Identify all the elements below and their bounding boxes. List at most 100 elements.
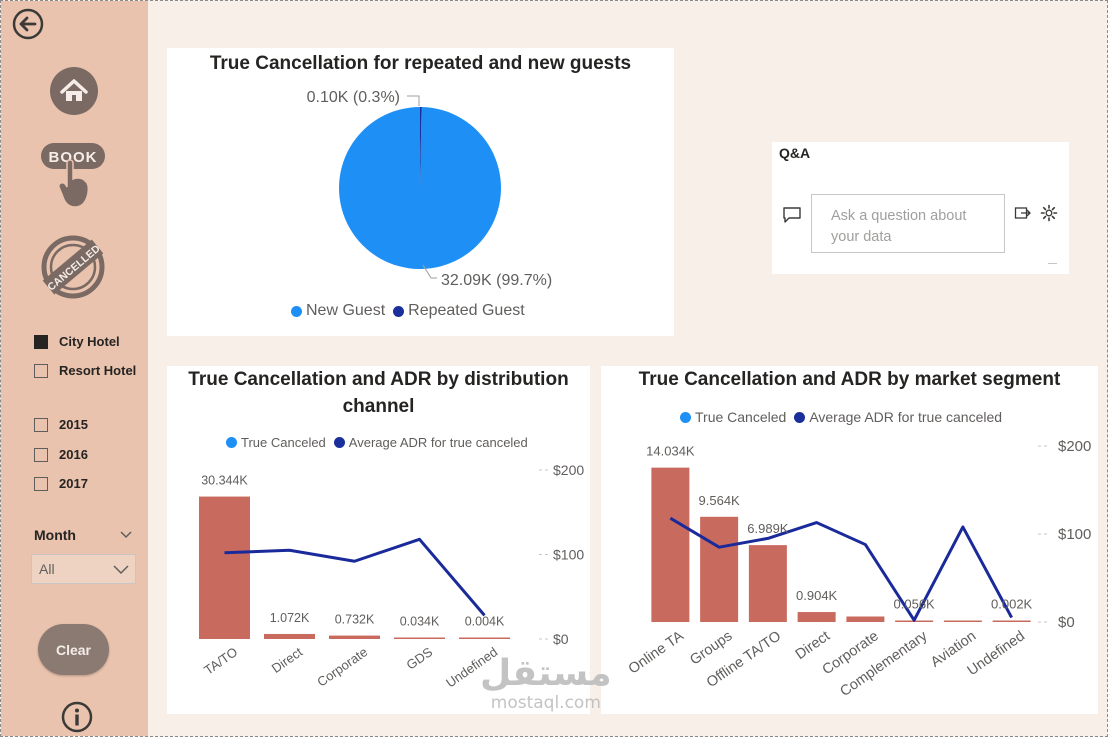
bar-true-canceled[interactable] <box>797 612 836 622</box>
pie-label-repeated: 0.10K (0.3%) <box>307 89 400 106</box>
qa-visual[interactable]: Q&A Ask a question about your data <box>772 142 1069 274</box>
bar-true-canceled[interactable] <box>700 516 739 622</box>
bar-data-label: 0.732K <box>335 613 375 627</box>
bar-data-label: 30.344K <box>201 474 248 488</box>
bar-true-canceled[interactable] <box>748 545 787 622</box>
bar-true-canceled[interactable] <box>394 637 445 640</box>
cancelled-stamp-icon[interactable]: CANCELLED <box>39 233 107 301</box>
x-category-label: GDS <box>404 644 436 673</box>
y2-tick-label: $100 <box>1058 526 1091 543</box>
y2-tick-label: $200 <box>553 462 584 478</box>
book-icon[interactable]: BOOK <box>39 141 107 211</box>
checkbox-2017[interactable] <box>34 476 48 491</box>
year-option-label: 2016 <box>59 447 88 462</box>
dist-chart-title-line1: True Cancellation and ADR by distributio… <box>188 369 569 390</box>
market-chart-legend: True Canceled Average ADR for true cance… <box>680 409 1010 425</box>
legend-label: New Guest <box>306 302 386 319</box>
legend-item[interactable]: Average ADR for true canceled <box>333 435 528 450</box>
qa-title: Q&A <box>779 145 811 161</box>
legend-dot <box>393 305 405 317</box>
bar-true-canceled[interactable] <box>943 620 982 623</box>
year-option-label: 2017 <box>59 476 88 491</box>
bar-data-label: 14.034K <box>646 444 695 459</box>
distribution-channel-chart[interactable]: True Cancellation and ADR by distributio… <box>167 366 590 714</box>
legend-dot <box>794 411 806 423</box>
y2-tick-label: $100 <box>553 547 584 563</box>
checkbox-resort-hotel[interactable] <box>34 363 48 378</box>
bar-true-canceled[interactable] <box>329 635 380 639</box>
month-dropdown[interactable]: All <box>31 554 136 584</box>
pie-slice-repeated-guest[interactable] <box>420 107 422 188</box>
y2-tick-label: $200 <box>1058 438 1091 455</box>
legend-dot <box>291 305 302 317</box>
pie-chart-svg: 0.10K (0.3%) 32.09K (99.7%) <box>307 89 553 289</box>
bar-true-canceled[interactable] <box>651 467 690 622</box>
legend-label: True Canceled <box>695 409 787 425</box>
legend-dot <box>226 437 237 448</box>
adr-line-series[interactable] <box>224 537 486 617</box>
home-icon[interactable] <box>48 65 100 117</box>
resize-handle[interactable] <box>1048 263 1057 264</box>
year-option-label: 2015 <box>59 417 88 432</box>
pie-legend: New Guest Repeated Guest <box>291 302 533 320</box>
clear-filters-button[interactable]: Clear <box>38 624 109 675</box>
pie-leader-line <box>422 264 437 279</box>
hotel-option-resort[interactable]: Resort Hotel <box>34 363 136 378</box>
dist-chart-legend: True Canceled Average ADR for true cance… <box>226 435 536 450</box>
pie-chart-title: True Cancellation for repeated and new g… <box>209 53 632 74</box>
legend-dot <box>680 411 691 423</box>
legend-label: Average ADR for true canceled <box>809 409 1003 425</box>
book-icon-label: BOOK <box>49 149 98 166</box>
legend-item[interactable]: True Canceled <box>226 435 326 450</box>
legend-item[interactable]: Average ADR for true canceled <box>794 409 1002 425</box>
legend-item[interactable]: New Guest <box>291 302 385 320</box>
chevron-down-icon[interactable] <box>119 528 133 542</box>
x-category-label: Corporate <box>314 644 370 689</box>
year-option-2016[interactable]: 2016 <box>34 447 88 462</box>
chat-bubble-icon <box>783 207 801 223</box>
legend-dot <box>333 437 345 448</box>
pie-chart-visual[interactable]: True Cancellation for repeated and new g… <box>167 48 674 336</box>
adr-line-series[interactable] <box>669 516 1013 622</box>
bar-true-canceled[interactable] <box>199 496 250 639</box>
checkbox-2015[interactable] <box>34 417 48 432</box>
bar-data-label: 0.056K <box>894 597 936 612</box>
bar-true-canceled[interactable] <box>846 616 885 623</box>
legend-item[interactable]: Repeated Guest <box>393 302 525 320</box>
pie-leader-line <box>407 95 420 106</box>
bar-data-label: 0.904K <box>796 588 838 603</box>
legend-label: True Canceled <box>241 435 326 450</box>
bar-true-canceled[interactable] <box>992 620 1031 623</box>
bar-data-label: 0.034K <box>400 615 440 629</box>
bar-true-canceled[interactable] <box>264 633 315 639</box>
market-chart-title: True Cancellation and ADR by market segm… <box>638 369 1061 390</box>
y2-tick-label: $0 <box>1058 614 1075 631</box>
market-segment-chart[interactable]: True Cancellation and ADR by market segm… <box>601 366 1098 714</box>
hotel-option-label: Resort Hotel <box>59 363 137 378</box>
sidebar: BOOK CANCELLED City Hotel Resort Hotel 2… <box>1 1 148 736</box>
x-category-label: TA/TO <box>201 644 240 678</box>
pie-label-new: 32.09K (99.7%) <box>441 272 552 289</box>
dist-chart-plot: $200 $100 $0 30.344K TA/TO 1.072K Direct 0.732… <box>199 462 584 690</box>
year-option-2015[interactable]: 2015 <box>34 417 88 432</box>
bar-true-canceled[interactable] <box>459 637 510 640</box>
x-category-label: Direct <box>269 644 306 676</box>
y2-tick-label: $0 <box>553 631 569 647</box>
qa-question-input[interactable]: Ask a question about your data <box>811 194 1005 253</box>
hotel-option-city[interactable]: City Hotel <box>34 334 120 349</box>
back-arrow-icon[interactable] <box>11 7 45 41</box>
x-category-label: Direct <box>793 628 833 663</box>
watermark-logo: مستقل mostaql.com <box>480 655 612 714</box>
info-icon[interactable] <box>59 699 95 735</box>
legend-label: Repeated Guest <box>408 302 525 319</box>
gear-icon[interactable] <box>1040 204 1058 222</box>
year-option-2017[interactable]: 2017 <box>34 476 88 491</box>
legend-item[interactable]: True Canceled <box>680 409 786 425</box>
x-category-label: Complementary <box>837 628 931 700</box>
checkbox-2016[interactable] <box>34 447 48 462</box>
checkbox-city-hotel[interactable] <box>34 334 48 349</box>
month-dropdown-value: All <box>39 561 55 577</box>
month-slicer-title: Month <box>34 527 76 543</box>
share-icon[interactable] <box>1014 204 1032 220</box>
